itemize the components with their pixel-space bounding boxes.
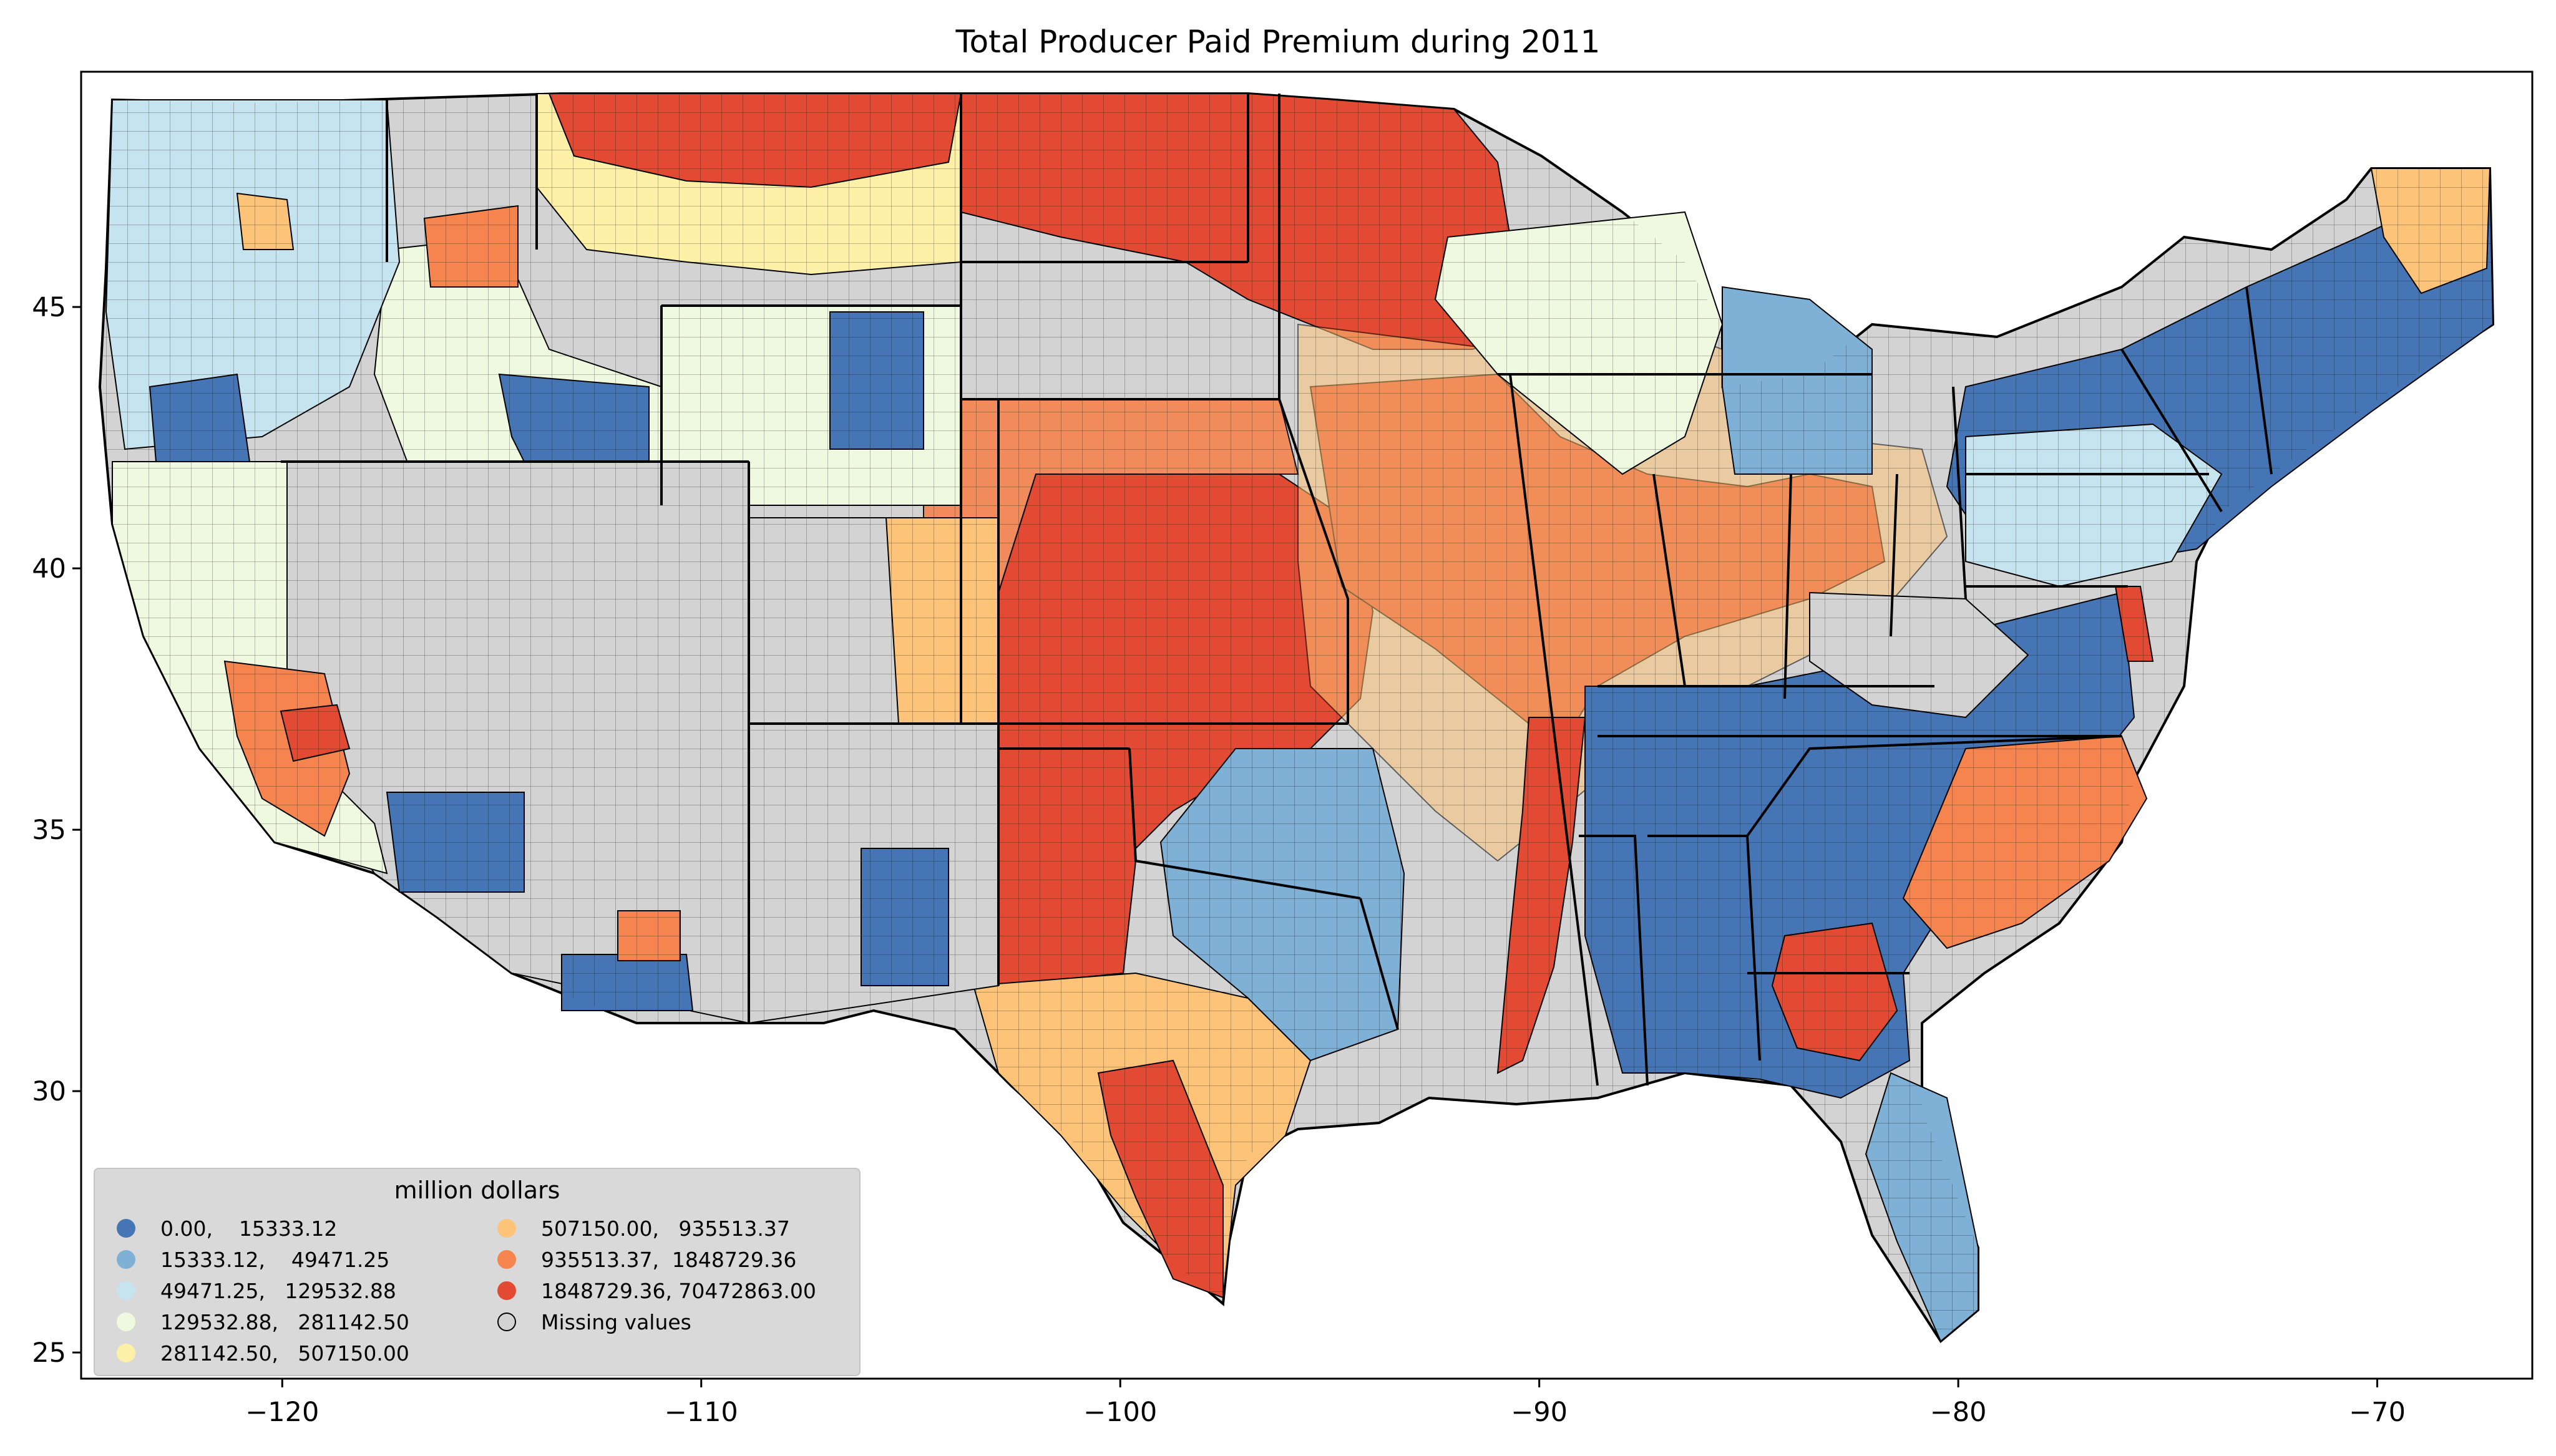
legend-title: million dollars bbox=[394, 1177, 560, 1204]
legend-item: 1848729.36, 70472863.00 bbox=[497, 1276, 816, 1305]
legend-label: 49471.25, 129532.88 bbox=[160, 1278, 396, 1303]
legend-swatch bbox=[497, 1219, 516, 1238]
legend-item: Missing values bbox=[497, 1308, 691, 1336]
legend-item: 935513.37, 1848729.36 bbox=[497, 1245, 796, 1274]
x-tick-label: −100 bbox=[1083, 1397, 1157, 1428]
legend: million dollars 0.00, 15333.12 15333.12, … bbox=[94, 1168, 861, 1376]
legend-item: 15333.12, 49471.25 bbox=[117, 1245, 389, 1274]
legend-label: 507150.00, 935513.37 bbox=[541, 1216, 790, 1241]
y-tick-label: 25 bbox=[32, 1337, 66, 1369]
legend-swatch bbox=[117, 1219, 135, 1238]
legend-swatch bbox=[497, 1250, 516, 1269]
y-tick-label: 30 bbox=[32, 1076, 66, 1107]
legend-label: 1848729.36, 70472863.00 bbox=[541, 1278, 816, 1303]
county-mesh bbox=[100, 94, 2493, 1341]
legend-item: 0.00, 15333.12 bbox=[117, 1214, 337, 1243]
legend-item: 129532.88, 281142.50 bbox=[117, 1308, 409, 1336]
legend-label: 129532.88, 281142.50 bbox=[160, 1309, 409, 1334]
legend-swatch bbox=[117, 1250, 135, 1269]
legend-item: 49471.25, 129532.88 bbox=[117, 1276, 396, 1305]
legend-item: 281142.50, 507150.00 bbox=[117, 1339, 409, 1367]
x-axis: −120 −110 −100 −90 −80 −70 bbox=[245, 1379, 2406, 1428]
x-tick-label: −90 bbox=[1511, 1397, 1568, 1428]
x-tick-label: −70 bbox=[2349, 1397, 2406, 1428]
x-tick-label: −120 bbox=[245, 1397, 319, 1428]
legend-swatch bbox=[497, 1313, 516, 1331]
legend-swatch bbox=[117, 1281, 135, 1300]
y-axis: 45 40 35 30 25 bbox=[32, 292, 81, 1369]
legend-swatch bbox=[117, 1313, 135, 1331]
legend-label: 15333.12, 49471.25 bbox=[160, 1247, 390, 1272]
state-borders bbox=[281, 94, 2273, 1086]
y-tick-label: 45 bbox=[32, 292, 66, 323]
legend-swatch bbox=[117, 1344, 135, 1362]
legend-label: 935513.37, 1848729.36 bbox=[541, 1247, 797, 1272]
y-tick-label: 40 bbox=[32, 553, 66, 585]
legend-swatch bbox=[497, 1281, 516, 1300]
legend-label: 281142.50, 507150.00 bbox=[160, 1341, 409, 1366]
x-tick-label: −110 bbox=[665, 1397, 738, 1428]
map-title: Total Producer Paid Premium during 2011 bbox=[955, 24, 1601, 60]
legend-label: Missing values bbox=[541, 1309, 691, 1334]
y-tick-label: 35 bbox=[32, 815, 66, 846]
legend-item: 507150.00, 935513.37 bbox=[497, 1214, 790, 1243]
x-tick-label: −80 bbox=[1930, 1397, 1987, 1428]
legend-label: 0.00, 15333.12 bbox=[160, 1216, 338, 1241]
